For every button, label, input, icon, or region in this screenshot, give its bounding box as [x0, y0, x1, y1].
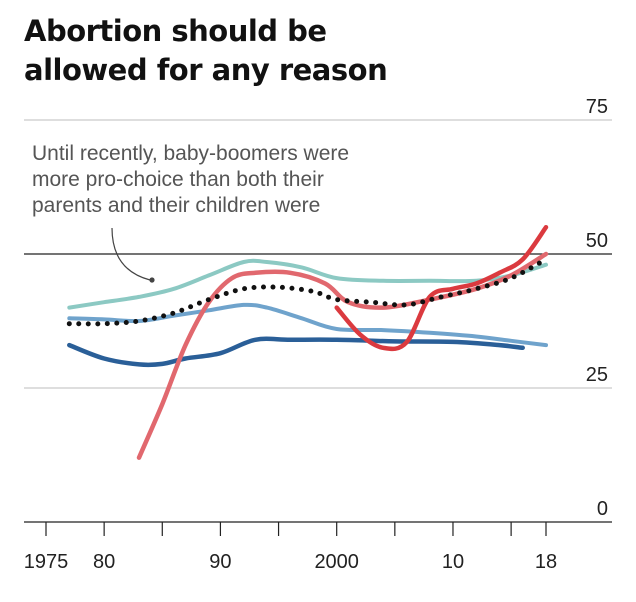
y-tick-label: 50: [586, 230, 608, 252]
chart-title: Abortion should be allowed for any reaso…: [24, 12, 388, 90]
annotation-text-line: parents and their children were: [32, 194, 320, 217]
x-tick-label: 2000: [314, 551, 359, 573]
chart-title-line-1: Abortion should be: [24, 14, 327, 48]
annotation: Until recently, baby-boomers were more pr…: [32, 142, 349, 283]
gridlines: 0 25 50 75: [24, 96, 612, 520]
x-tick-label: 10: [442, 551, 464, 573]
annotation-text-line: more pro-choice than both their: [32, 168, 324, 191]
x-axis: 1975 80 90 2000 10 18: [24, 521, 612, 573]
series-line-red: [334, 224, 549, 352]
annotation-text-line: Until recently, baby-boomers were: [32, 142, 349, 165]
annotation-leader-line: [111, 227, 151, 281]
series-line-teal: [67, 258, 548, 310]
series-line-dark-blue: [67, 336, 525, 368]
series-layer: [66, 224, 549, 460]
x-tick-label: 1975: [24, 551, 69, 573]
x-tick-label: 90: [209, 551, 231, 573]
series-line-pink: [136, 251, 549, 460]
y-tick-label: 75: [586, 96, 608, 118]
y-tick-label: 0: [597, 498, 608, 520]
x-tick-label: 80: [93, 551, 115, 573]
chart-title-line-2: allowed for any reason: [24, 53, 388, 87]
x-tick-label: 18: [535, 551, 557, 573]
annotation-leader-dot: [149, 277, 155, 283]
series-line-light-blue: [67, 302, 548, 348]
y-tick-label: 25: [586, 364, 608, 386]
